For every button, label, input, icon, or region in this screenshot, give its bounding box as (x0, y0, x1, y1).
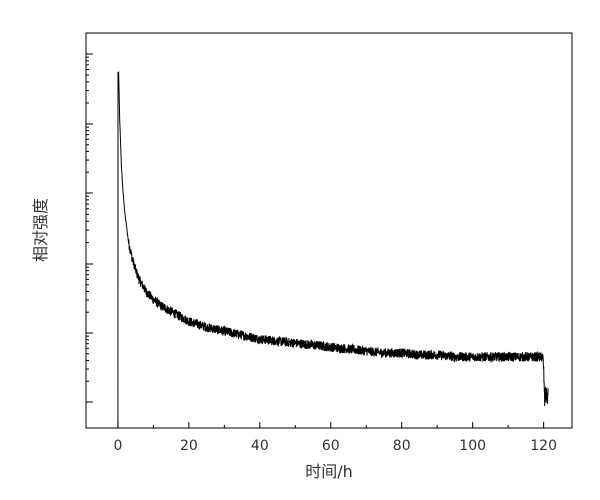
x-axis-ticks (118, 422, 544, 428)
x-tick-label: 80 (393, 438, 411, 454)
x-axis-label: 时间/h (305, 462, 353, 481)
x-tick-label: 40 (251, 438, 269, 454)
x-tick-label: 120 (530, 438, 557, 454)
x-tick-label: 20 (180, 438, 198, 454)
series-line (118, 72, 548, 428)
y-axis-label: 相对强度 (31, 198, 50, 262)
x-tick-label: 100 (459, 438, 486, 454)
x-tick-label: 60 (322, 438, 340, 454)
x-tick-labels: 0 20 40 60 80 100 120 (113, 438, 557, 454)
x-tick-label: 0 (113, 438, 122, 454)
plot-frame (86, 33, 572, 428)
y-axis-ticks (86, 54, 93, 402)
